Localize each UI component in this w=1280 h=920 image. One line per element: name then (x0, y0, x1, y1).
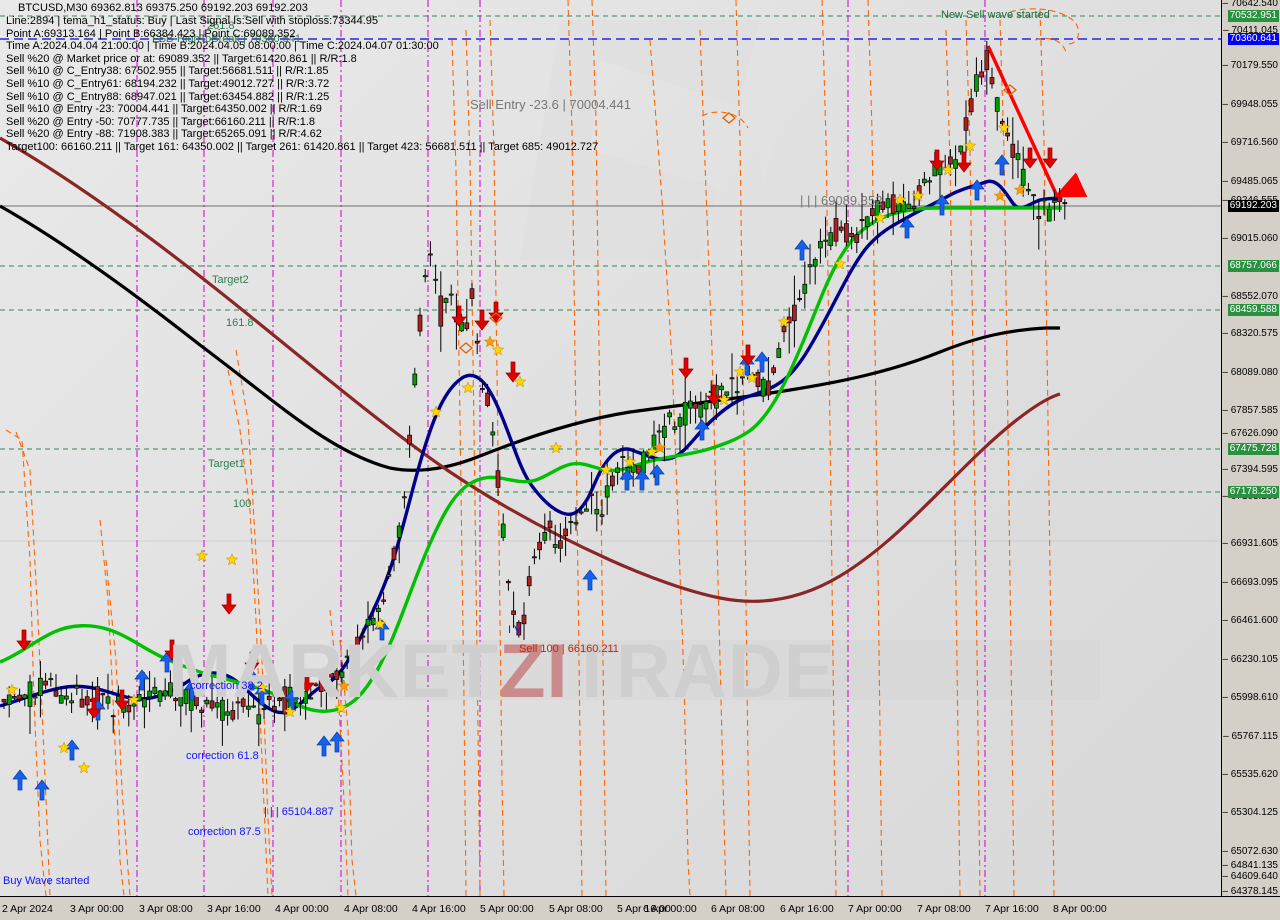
chart-canvas (0, 0, 1221, 896)
time-tick: 5 Apr 00:00 (480, 903, 534, 915)
price-tick: – 69716.560 (1222, 137, 1278, 148)
price-tick: – 65998.610 (1222, 692, 1278, 703)
time-tick: 4 Apr 00:00 (275, 903, 329, 915)
price-tick: – 64378.145 (1222, 886, 1278, 897)
price-tick: – 70642.540 (1222, 0, 1278, 9)
time-tick: 4 Apr 08:00 (344, 903, 398, 915)
time-tick: 7 Apr 00:00 (848, 903, 902, 915)
price-tick: – 66461.600 (1222, 615, 1278, 626)
time-tick: 2 Apr 2024 (2, 903, 53, 915)
price-tick: – 69015.060 (1222, 233, 1278, 244)
vertical-session-lines (136, 0, 986, 896)
price-tick: – 68552.070 (1222, 291, 1278, 302)
fib-channel-lines (5, 0, 1055, 896)
price-tick: – 67857.585 (1222, 405, 1278, 416)
time-tick: 3 Apr 00:00 (70, 903, 124, 915)
price-tick: – 67626.090 (1222, 428, 1278, 439)
time-tick: 5 Apr 16:00 (617, 903, 671, 915)
price-level-badge: 70532.951 (1227, 10, 1279, 22)
price-level-badge: 69192.203 (1227, 200, 1279, 212)
price-tick: – 65304.125 (1222, 807, 1278, 818)
price-tick: – 69948.055 (1222, 99, 1278, 110)
target-gridlines (0, 15, 1221, 493)
time-tick: 5 Apr 08:00 (549, 903, 603, 915)
time-tick: 7 Apr 16:00 (985, 903, 1039, 915)
time-tick: 8 Apr 00:00 (1053, 903, 1107, 915)
ma-green (0, 206, 1062, 713)
time-tick: 3 Apr 08:00 (139, 903, 193, 915)
price-level-badge: 68459.588 (1227, 304, 1279, 316)
ma-darkred (0, 136, 1061, 603)
price-tick: – 65535.620 (1222, 769, 1278, 780)
price-tick: – 70179.550 (1222, 60, 1278, 71)
price-tick: – 69485.065 (1222, 176, 1278, 187)
price-level-badge: 67178.250 (1227, 486, 1279, 498)
price-tick: – 66230.105 (1222, 654, 1278, 665)
time-tick: 3 Apr 16:00 (207, 903, 261, 915)
price-tick: – 65072.630 (1222, 846, 1278, 857)
price-tick: – 68089.080 (1222, 367, 1278, 378)
signal-markers (5, 84, 1058, 801)
price-tick: – 66931.605 (1222, 538, 1278, 549)
price-level-badge: 68757.066 (1227, 260, 1279, 272)
time-tick: 6 Apr 08:00 (711, 903, 765, 915)
time-tick: 6 Apr 16:00 (780, 903, 834, 915)
price-tick: – 70411.045 (1223, 25, 1278, 36)
time-axis[interactable]: 2 Apr 2024 3 Apr 00:00 3 Apr 08:00 3 Apr 16… (0, 896, 1280, 920)
price-tick: – 65767.115 (1223, 731, 1278, 742)
price-tick: – 64841.135 (1222, 860, 1278, 871)
price-tick: – 64609.640 (1222, 871, 1278, 882)
price-tick: – 68320.575 (1222, 328, 1278, 339)
time-tick: 4 Apr 16:00 (412, 903, 466, 915)
price-tick: – 67394.595 (1222, 464, 1278, 475)
ma-black (0, 204, 1060, 472)
price-level-badge: 67475.728 (1227, 443, 1279, 455)
price-tick: – 66693.095 (1222, 577, 1278, 588)
ma-blue (0, 179, 1063, 715)
time-tick: 6 Apr 00:00 (643, 903, 697, 915)
background-band (330, 20, 1100, 700)
chart-plot-area[interactable]: MARKETZITRADE New Sell wave started 261.8… (0, 0, 1221, 896)
price-level-badge: 70360.641 (1227, 33, 1279, 45)
sell-trendline (986, 45, 1088, 198)
price-axis[interactable]: – 70642.540 – 70411.045 – 70179.550 – 69948… (1221, 0, 1280, 897)
time-tick: 7 Apr 08:00 (917, 903, 971, 915)
